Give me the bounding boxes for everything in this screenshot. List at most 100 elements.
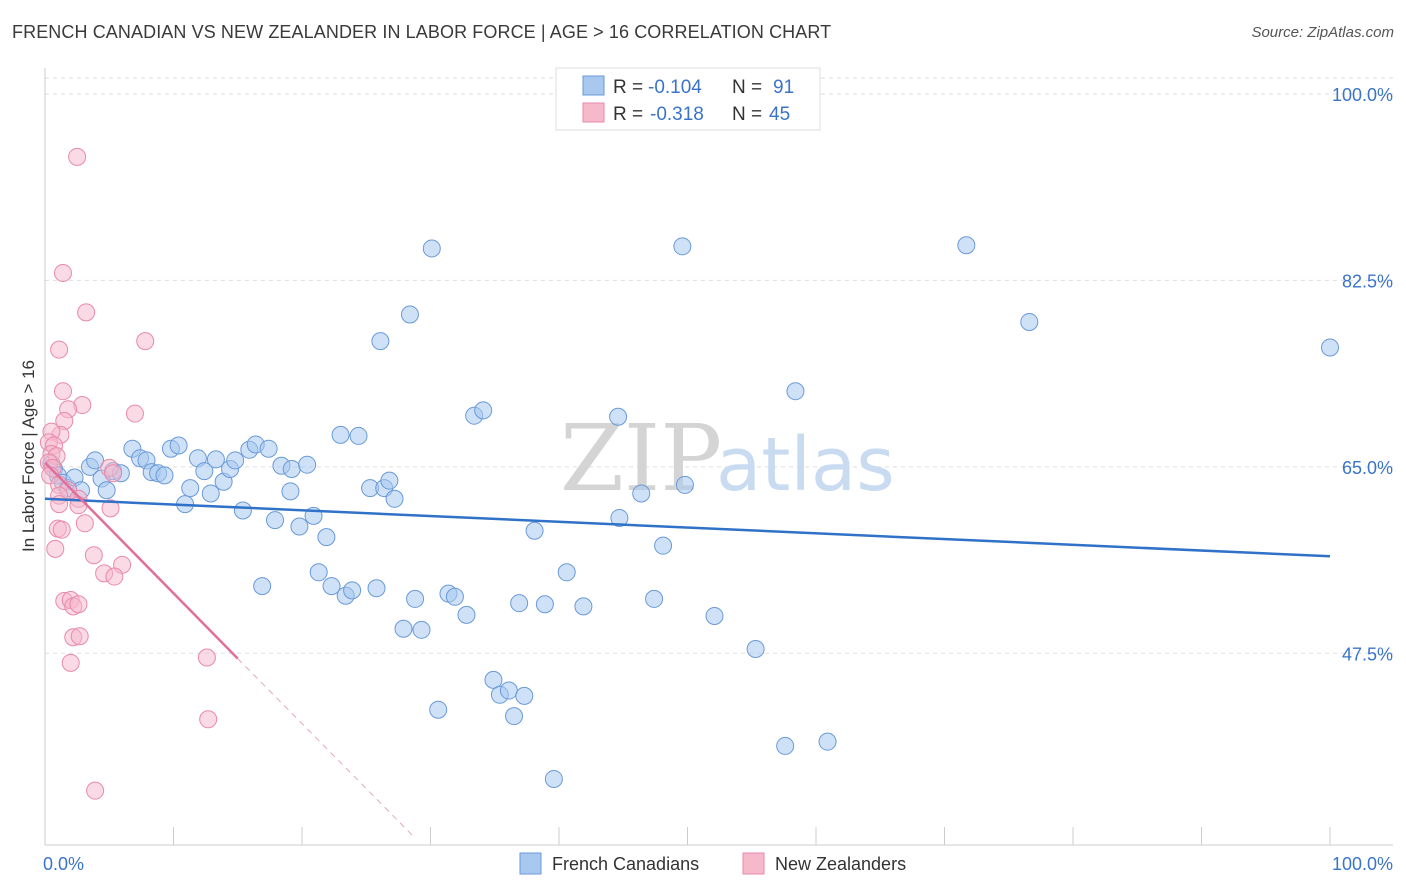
data-point-french-canadian (412, 620, 431, 639)
series-french-canadians (42, 236, 1339, 788)
legend-r-label-2: R = (613, 104, 643, 125)
data-point-french-canadian (206, 450, 225, 469)
data-point-new-zealander (61, 653, 80, 672)
data-point-new-zealander (70, 627, 89, 646)
legend-r-label-1: R = (613, 77, 643, 98)
data-point-french-canadian (155, 466, 174, 485)
data-point-french-canadian (400, 305, 419, 324)
data-point-new-zealander (197, 648, 216, 667)
data-point-french-canadian (406, 589, 425, 608)
bottom-legend-swatch-blue (519, 852, 542, 875)
legend-n-label-1: N = (732, 77, 762, 98)
y-tick-label: 47.5% (1342, 644, 1393, 664)
data-point-french-canadian (322, 577, 341, 596)
data-point-french-canadian (169, 436, 188, 455)
data-point-french-canadian (544, 769, 563, 788)
y-tick-label: 100.0% (1332, 85, 1393, 105)
data-point-french-canadian (510, 594, 529, 613)
data-point-french-canadian (97, 481, 116, 500)
data-point-french-canadian (786, 382, 805, 401)
data-point-french-canadian (818, 732, 837, 751)
data-point-french-canadian (253, 577, 272, 596)
y-axis-title: In Labor Force | Age > 16 (19, 360, 38, 552)
data-point-french-canadian (233, 501, 252, 520)
data-point-french-canadian (675, 475, 694, 494)
data-point-french-canadian (776, 736, 795, 755)
data-point-french-canadian (422, 239, 441, 258)
source-attribution: Source: ZipAtlas.com (1251, 24, 1394, 41)
data-point-french-canadian (181, 479, 200, 498)
y-tick-labels: 47.5% 65.0% 82.5% 100.0% (1332, 85, 1393, 664)
legend-swatch-blue (582, 75, 605, 96)
data-point-french-canadian (515, 686, 534, 705)
data-point-french-canadian (632, 484, 651, 503)
data-point-french-canadian (746, 639, 765, 658)
data-point-french-canadian (309, 563, 328, 582)
data-point-french-canadian (298, 455, 317, 474)
data-point-french-canadian (266, 511, 285, 530)
bottom-legend-label-2: New Zealanders (775, 854, 906, 874)
chart-title: FRENCH CANADIAN VS NEW ZEALANDER IN LABO… (12, 22, 832, 42)
data-point-french-canadian (445, 587, 464, 606)
data-point-french-canadian (474, 401, 493, 420)
data-point-french-canadian (610, 508, 629, 527)
data-point-french-canadian (1321, 338, 1339, 357)
x-tick-label-end: 100.0% (1332, 854, 1393, 874)
data-point-new-zealander (105, 567, 124, 586)
data-point-new-zealander (68, 147, 87, 166)
data-point-new-zealander (84, 546, 103, 565)
data-point-new-zealander (77, 303, 96, 322)
data-point-french-canadian (1020, 312, 1039, 331)
data-point-french-canadian (385, 489, 404, 508)
data-point-french-canadian (371, 332, 390, 351)
data-point-french-canadian (705, 606, 724, 625)
legend-swatch-pink (582, 102, 605, 123)
data-point-french-canadian (331, 425, 350, 444)
legend-n-value-2: 45 (769, 104, 790, 125)
data-point-new-zealander (52, 520, 71, 539)
data-point-new-zealander (86, 781, 105, 800)
data-point-french-canadian (957, 236, 976, 255)
trend-line-new-zealanders-extension (237, 658, 413, 836)
trend-lines (44, 461, 1331, 836)
correlation-legend: R = -0.104 N = 91 R = -0.318 N = 45 (555, 67, 821, 131)
watermark-atlas: atlas (716, 422, 895, 508)
data-point-french-canadian (394, 619, 413, 638)
data-point-french-canadian (457, 605, 476, 624)
data-point-french-canadian (86, 451, 105, 470)
data-point-new-zealander (199, 710, 218, 729)
data-point-new-zealander (101, 499, 120, 518)
bottom-legend-swatch-pink (742, 852, 765, 875)
data-point-french-canadian (201, 484, 220, 503)
data-point-french-canadian (317, 528, 336, 547)
bottom-legend-label-1: French Canadians (552, 854, 699, 874)
data-point-french-canadian (343, 581, 362, 600)
data-point-french-canadian (281, 482, 300, 501)
data-point-french-canadian (557, 563, 576, 582)
legend-r-value-1: -0.104 (648, 77, 702, 98)
data-point-french-canadian (195, 462, 214, 481)
data-point-new-zealander (136, 332, 155, 351)
data-point-french-canadian (535, 595, 554, 614)
legend-n-value-1: 91 (773, 77, 794, 98)
data-point-french-canadian (654, 536, 673, 555)
data-point-french-canadian (609, 407, 628, 426)
x-tick-labels: 0.0% 100.0% (43, 854, 1393, 874)
series-legend: French Canadians New Zealanders (519, 852, 906, 875)
legend-n-label-2: N = (732, 104, 762, 125)
data-point-french-canadian (282, 459, 301, 478)
trend-line-new-zealanders (44, 461, 239, 660)
data-point-new-zealander (46, 539, 65, 558)
data-point-new-zealander (104, 464, 123, 483)
data-point-french-canadian (226, 451, 245, 470)
gridlines (45, 77, 1393, 654)
x-tick-label-start: 0.0% (43, 854, 84, 874)
data-point-french-canadian (673, 237, 692, 256)
data-point-french-canadian (505, 707, 524, 726)
y-tick-label: 65.0% (1342, 458, 1393, 478)
data-point-new-zealander (53, 382, 72, 401)
data-point-french-canadian (645, 589, 664, 608)
data-point-french-canadian (484, 670, 503, 689)
data-point-french-canadian (349, 426, 368, 445)
